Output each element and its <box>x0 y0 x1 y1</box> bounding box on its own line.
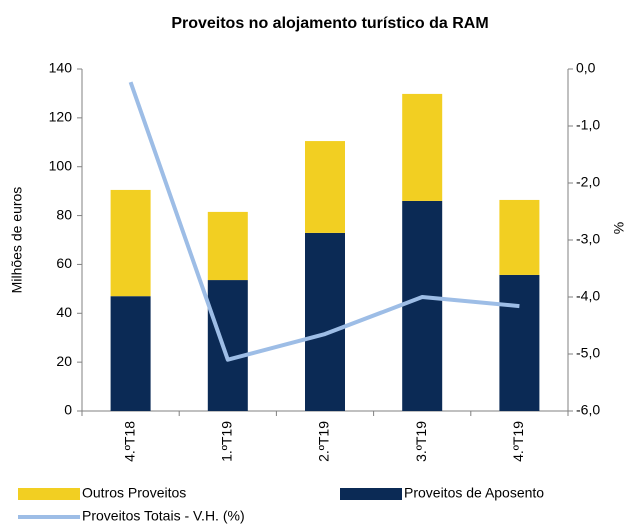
y-tick-label: 140 <box>49 60 73 76</box>
line-series <box>128 81 520 362</box>
bar <box>402 93 443 201</box>
y-axis-label: Milhões de euros <box>9 187 25 294</box>
legend-label: Proveitos Totais - V.H. (%) <box>82 508 245 524</box>
bar <box>499 199 540 275</box>
bar <box>305 232 345 411</box>
x-tick-label: 2.ºT19 <box>316 421 332 462</box>
y2-tick-label: -1,0 <box>576 117 600 133</box>
y-tick-label: 40 <box>56 304 72 320</box>
x-tick-label: 4.ºT18 <box>121 421 137 462</box>
y2-tick-label: -5,0 <box>576 345 600 361</box>
bar <box>305 141 345 233</box>
y2-tick-label: -3,0 <box>576 231 600 247</box>
y2-axis-label: % <box>611 222 627 234</box>
y-tick-label: 0 <box>64 402 72 418</box>
legend-label: Outros Proveitos <box>82 485 186 501</box>
y2-tick-label: -6,0 <box>576 402 600 418</box>
legend-label: Proveitos de Aposento <box>404 485 544 501</box>
y-tick-label: 80 <box>56 206 72 222</box>
y-tick-label: 60 <box>56 255 72 271</box>
bar <box>499 274 540 411</box>
x-tick-label: 4.ºT19 <box>510 421 526 462</box>
bar <box>110 189 151 297</box>
y-tick-label: 100 <box>49 157 73 173</box>
x-tick-label: 1.ºT19 <box>219 421 235 462</box>
bar <box>207 211 248 281</box>
y2-tick-label: -2,0 <box>576 174 600 190</box>
bar <box>110 296 151 411</box>
y2-tick-label: -4,0 <box>576 288 600 304</box>
y-tick-label: 120 <box>49 109 73 125</box>
legend-swatch <box>340 488 402 500</box>
x-tick-label: 3.ºT19 <box>413 421 429 462</box>
y-tick-label: 20 <box>56 353 72 369</box>
chart-title: Proveitos no alojamento turístico da RAM <box>171 15 488 32</box>
legend-swatch <box>18 488 80 500</box>
y2-tick-label: 0,0 <box>576 60 596 76</box>
bar <box>402 200 443 411</box>
bar <box>207 280 248 411</box>
